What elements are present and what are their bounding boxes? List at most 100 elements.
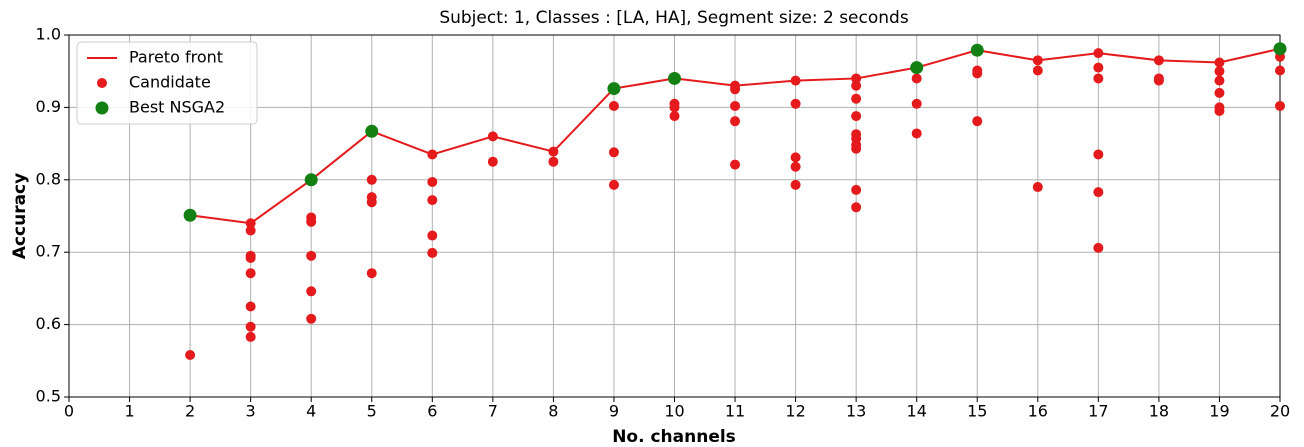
point	[911, 73, 922, 84]
legend-marker	[97, 78, 107, 88]
point	[365, 124, 379, 138]
x-tick-label: 6	[427, 402, 437, 421]
point	[1093, 62, 1104, 73]
point	[183, 208, 197, 222]
point	[607, 82, 621, 96]
plot-frame	[68, 34, 1281, 398]
y-tick-label: 0.9	[36, 97, 61, 116]
point	[911, 98, 922, 109]
point	[306, 286, 317, 297]
point	[972, 68, 983, 79]
point	[608, 147, 619, 158]
x-tick-label: 10	[664, 402, 684, 421]
point	[1093, 149, 1104, 160]
point	[1093, 242, 1104, 253]
point	[427, 230, 438, 241]
chart-title: Subject: 1, Classes : [LA, HA], Segment …	[439, 8, 909, 28]
x-tick-label: 17	[1088, 402, 1108, 421]
point	[366, 174, 377, 185]
point	[669, 102, 680, 113]
point	[790, 75, 801, 86]
x-tick-label: 11	[725, 402, 745, 421]
point	[851, 202, 862, 213]
point	[851, 73, 862, 84]
point	[245, 321, 256, 332]
point	[669, 111, 680, 122]
point	[910, 61, 924, 75]
point	[185, 350, 196, 361]
legend-label: Candidate	[129, 73, 211, 92]
point	[970, 43, 984, 57]
y-tick-label: 1.0	[36, 25, 61, 44]
x-tick-label: 8	[548, 402, 558, 421]
point	[306, 216, 317, 227]
x-tick-label: 19	[1209, 402, 1229, 421]
point	[366, 197, 377, 208]
point	[1275, 100, 1285, 111]
point	[851, 93, 862, 104]
point	[730, 159, 741, 170]
x-tick-label: 1	[124, 402, 134, 421]
x-tick-label: 13	[846, 402, 866, 421]
point	[487, 131, 498, 142]
point	[1153, 75, 1164, 86]
point	[1032, 65, 1043, 76]
point	[245, 331, 256, 342]
x-tick-label: 12	[785, 402, 805, 421]
y-tick-label: 0.8	[36, 169, 61, 188]
point	[306, 313, 317, 324]
point	[851, 143, 862, 154]
point	[245, 301, 256, 312]
legend-marker	[95, 101, 109, 115]
point	[427, 149, 438, 160]
point	[1032, 182, 1043, 193]
x-tick-label: 14	[907, 402, 927, 421]
point	[366, 268, 377, 279]
point	[245, 225, 256, 236]
point	[790, 98, 801, 109]
point	[851, 184, 862, 195]
point	[1214, 87, 1225, 98]
point	[790, 179, 801, 190]
point	[548, 156, 559, 167]
point	[1153, 55, 1164, 66]
point	[487, 156, 498, 167]
point	[1214, 66, 1225, 77]
point	[304, 173, 318, 187]
point	[1275, 65, 1285, 76]
x-tick-label: 0	[64, 402, 74, 421]
point	[790, 152, 801, 163]
point	[608, 179, 619, 190]
x-tick-label: 3	[246, 402, 256, 421]
x-tick-label: 2	[185, 402, 195, 421]
point	[608, 100, 619, 111]
x-axis-label: No. channels	[612, 427, 736, 447]
x-tick-label: 20	[1270, 402, 1290, 421]
point	[790, 161, 801, 172]
point	[911, 128, 922, 139]
x-tick-label: 9	[609, 402, 619, 421]
point	[730, 116, 741, 127]
legend-box	[76, 41, 258, 125]
point	[1032, 55, 1043, 66]
point	[1214, 57, 1225, 68]
point	[1273, 42, 1287, 56]
x-tick-label: 7	[488, 402, 498, 421]
point	[851, 80, 862, 91]
x-tick-label: 18	[1149, 402, 1169, 421]
point	[668, 71, 681, 85]
point	[1214, 75, 1225, 86]
point	[245, 218, 256, 229]
x-tick-label: 4	[306, 402, 316, 421]
point	[1093, 73, 1104, 84]
point	[1214, 106, 1225, 117]
point	[306, 250, 317, 261]
point	[851, 111, 862, 122]
point	[548, 146, 559, 157]
point	[427, 247, 438, 258]
point	[730, 84, 741, 95]
y-tick-label: 0.7	[36, 242, 61, 261]
point	[1093, 48, 1104, 59]
legend-label: Pareto front	[129, 48, 223, 67]
